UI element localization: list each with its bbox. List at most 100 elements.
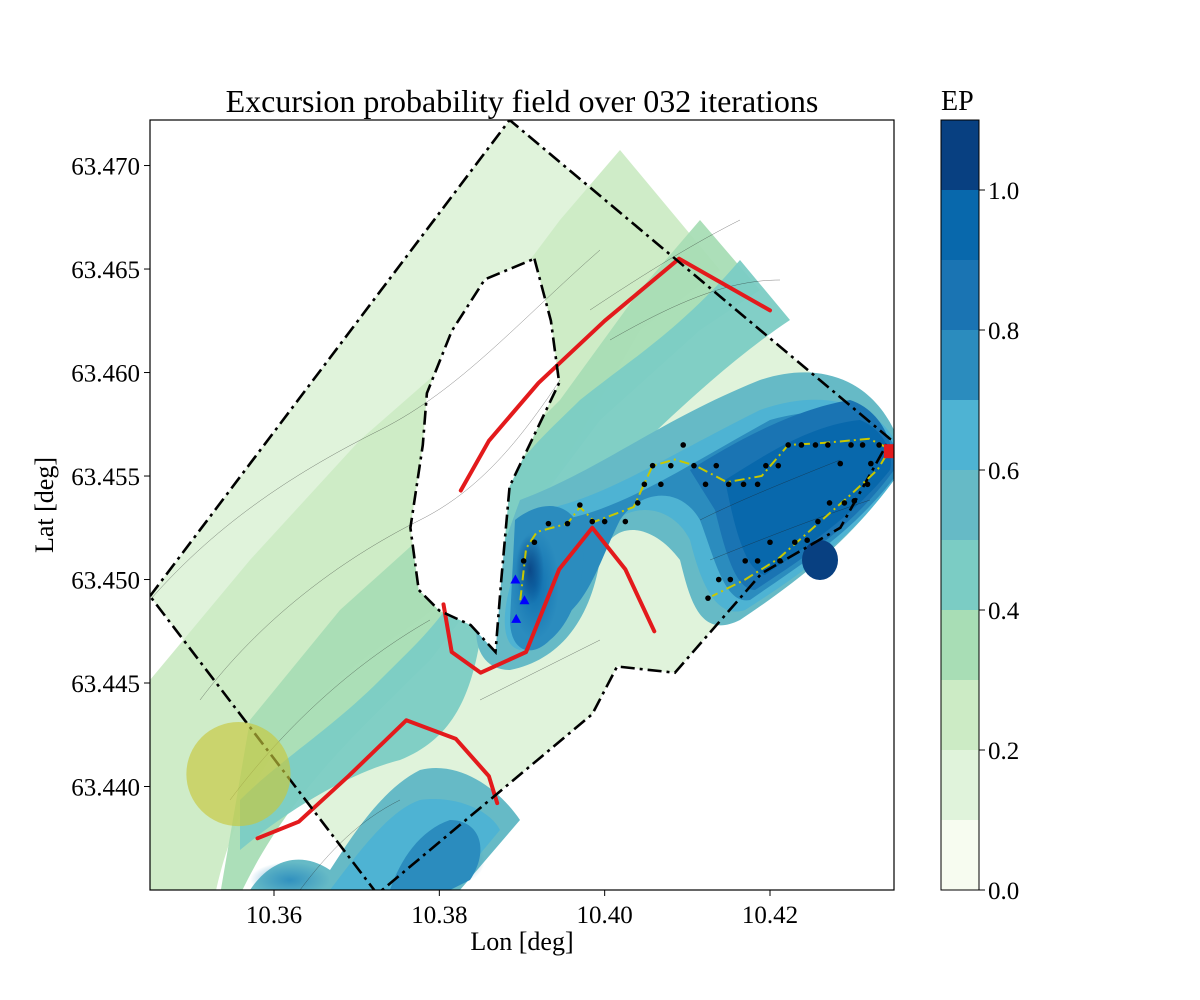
- field-west-core: [516, 535, 544, 605]
- trajectory-layer: [186, 437, 894, 827]
- waypoint-dot: [777, 558, 783, 564]
- threshold-contour-1: [458, 256, 772, 493]
- waypoint-dot: [715, 576, 722, 583]
- waypoint-dot: [531, 539, 538, 546]
- colorbar-tick-label: 1.0: [988, 178, 1019, 205]
- waypoint-dot: [622, 518, 629, 525]
- x-axis-label: Lon [deg]: [470, 927, 573, 956]
- x-tick-label: 10.36: [246, 902, 302, 929]
- thin-contour-7: [479, 639, 601, 701]
- waypoint-dot: [641, 481, 648, 488]
- colorbar-tick-label: 0.6: [988, 458, 1019, 485]
- thin-contour-2: [199, 379, 561, 701]
- field-south-peak: [425, 836, 485, 884]
- island-mask: [410, 258, 560, 652]
- boundary-outer: [150, 120, 892, 890]
- colorbar-band: [941, 260, 979, 330]
- colorbar-tick-label: 0.0: [988, 878, 1019, 905]
- waypoint-dot: [727, 576, 734, 583]
- plot-frame: [149, 119, 895, 891]
- colorbar-band: [941, 400, 979, 470]
- colorbar-band: [941, 680, 979, 750]
- waypoint-dot: [589, 518, 596, 525]
- start-region-circle: [186, 722, 291, 827]
- operation-boundary: [150, 120, 892, 890]
- colorbar-band: [941, 190, 979, 260]
- thin-contour-5: [609, 279, 781, 341]
- y-tick-label: 63.465: [71, 257, 140, 284]
- colorbar-band: [941, 470, 979, 540]
- marker-triangle: [511, 613, 522, 623]
- thin-contour-9: [709, 499, 871, 561]
- waypoint-dot: [740, 481, 747, 488]
- colorbar-title: EP: [941, 86, 974, 117]
- waypoint-dot: [859, 442, 866, 448]
- waypoint-dot: [564, 520, 571, 527]
- waypoint-dot: [826, 500, 833, 506]
- x-tick-label: 10.40: [577, 902, 633, 929]
- waypoint-dot: [876, 442, 882, 448]
- colorbar-band: [941, 820, 979, 890]
- waypoint-dot: [864, 481, 871, 488]
- marker-triangle: [510, 574, 521, 584]
- colorbar-band: [941, 330, 979, 400]
- waypoint-dot: [649, 462, 656, 469]
- waypoint-dot: [680, 442, 686, 448]
- waypoint-dot: [804, 537, 810, 543]
- y-tick-label: 63.450: [71, 568, 140, 595]
- colorbar: EP 0.0 0.2 0.4 0.6 0.8 1.0: [940, 86, 1020, 905]
- y-axis-ticks: 63.440 63.445 63.450 63.455 63.460 63.465 63.4…: [71, 154, 150, 802]
- y-tick-label: 63.440: [71, 775, 140, 802]
- waypoint-dot: [815, 518, 821, 525]
- colorbar-bands: [941, 120, 979, 890]
- waypoint-dot: [868, 460, 874, 467]
- waypoint-dot: [798, 442, 805, 448]
- waypoint-dot: [837, 460, 844, 467]
- waypoint-dot: [742, 558, 748, 564]
- y-axis-label: Lat [deg]: [30, 457, 59, 553]
- field-south-west-peak: [250, 862, 330, 890]
- waypoint-dot: [792, 539, 798, 546]
- waypoint-dot: [713, 462, 720, 469]
- thin-contour-6: [299, 799, 401, 890]
- colorbar-frame: [940, 119, 980, 891]
- waypoint-dot: [754, 481, 761, 488]
- trajectory-path: [519, 437, 892, 601]
- waypoint-dot: [841, 500, 848, 506]
- waypoint-dot: [825, 442, 831, 448]
- x-axis-ticks: 10.36 10.38 10.40 10.42: [246, 890, 798, 929]
- thin-contour-1: [150, 249, 601, 601]
- colorbar-band: [941, 750, 979, 820]
- waypoint-dot: [668, 462, 674, 469]
- waypoint-dot: [848, 442, 854, 448]
- waypoint-dot: [725, 481, 732, 488]
- colorbar-band: [941, 120, 979, 190]
- plot-area: [149, 119, 895, 891]
- y-tick-label: 63.460: [71, 361, 140, 388]
- colorbar-tick-label: 0.2: [988, 738, 1019, 765]
- threshold-contour-2: [441, 525, 657, 675]
- waypoint-dot: [577, 502, 583, 508]
- waypoint-dot: [754, 558, 761, 564]
- boundary-island: [409, 256, 561, 656]
- colorbar-band: [941, 540, 979, 610]
- thin-contour-8: [699, 459, 841, 521]
- y-tick-label: 63.445: [71, 671, 140, 698]
- waypoint-dot: [545, 520, 552, 527]
- field-band-9: [725, 420, 891, 575]
- waypoint-dot: [634, 500, 641, 506]
- waypoint-dot: [702, 481, 709, 488]
- waypoint-dot: [705, 595, 711, 601]
- colorbar-ticks: 0.0 0.2 0.4 0.6 0.8 1.0: [979, 178, 1020, 905]
- threshold-contours: [255, 256, 772, 841]
- y-tick-label: 63.455: [71, 464, 140, 491]
- waypoint-dot: [658, 481, 664, 488]
- waypoint-dot: [775, 462, 782, 469]
- waypoint-dot: [767, 539, 773, 546]
- waypoint-dot: [763, 462, 769, 469]
- thin-contour-4: [589, 219, 741, 311]
- waypoint-dot: [520, 558, 527, 564]
- colorbar-tick-label: 0.8: [988, 318, 1019, 345]
- y-tick-label: 63.470: [71, 154, 140, 181]
